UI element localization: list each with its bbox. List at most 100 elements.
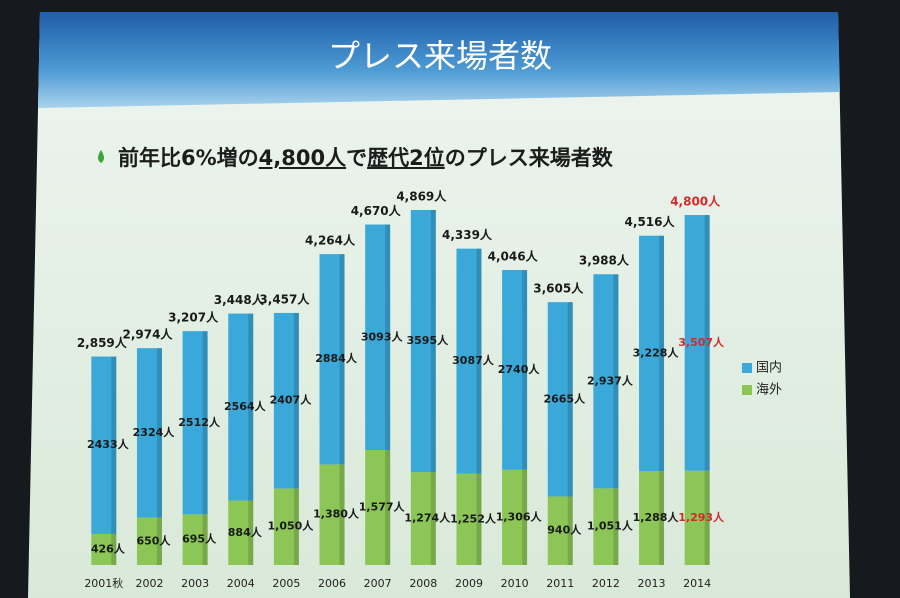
bar-segment bbox=[136, 348, 162, 518]
bar-side bbox=[385, 450, 391, 565]
bar-side bbox=[202, 514, 208, 565]
bar-side bbox=[704, 215, 710, 471]
x-tick-label: 2010 bbox=[501, 577, 529, 590]
bar-segment bbox=[593, 274, 619, 489]
bar-segment bbox=[319, 464, 345, 565]
bar-segment bbox=[502, 469, 528, 565]
bar-side bbox=[339, 254, 345, 465]
bar-segment bbox=[365, 224, 391, 451]
bar-side bbox=[659, 235, 665, 472]
bar-side bbox=[430, 472, 436, 565]
headline: 前年比6%増の4,800人で歴代2位のプレス来場者数 bbox=[118, 142, 613, 172]
total-label: 3,207人 bbox=[168, 310, 219, 325]
bar-side bbox=[248, 313, 254, 501]
x-tick-label: 2007 bbox=[364, 577, 392, 590]
value-label: 3,228人 bbox=[633, 345, 680, 359]
bar-segment bbox=[91, 533, 117, 565]
value-label: 2740人 bbox=[498, 362, 541, 376]
bar-segment bbox=[365, 450, 391, 565]
value-label: 695人 bbox=[182, 532, 217, 546]
total-label: 4,339人 bbox=[442, 227, 493, 242]
title-band bbox=[38, 12, 840, 108]
bar-segment bbox=[91, 356, 117, 534]
bar-side bbox=[339, 464, 345, 565]
value-label: 2,937人 bbox=[587, 373, 634, 387]
bar-side bbox=[704, 470, 710, 565]
value-label: 2324人 bbox=[133, 425, 176, 439]
value-label: 2512人 bbox=[178, 415, 221, 429]
value-label: 2564人 bbox=[224, 399, 267, 413]
bar-side bbox=[111, 533, 117, 565]
x-tick-label: 2012 bbox=[592, 577, 620, 590]
value-label: 426人 bbox=[91, 541, 126, 555]
bar-side bbox=[156, 348, 162, 518]
bar-segment bbox=[410, 210, 436, 473]
value-label: 940人 bbox=[547, 523, 582, 537]
bar-side bbox=[522, 270, 528, 470]
bar-side bbox=[476, 473, 482, 565]
bar-side bbox=[430, 210, 436, 473]
value-label: 2884人 bbox=[315, 351, 358, 365]
bar-segment bbox=[182, 514, 208, 565]
value-label: 1,288人 bbox=[633, 510, 680, 524]
bar-segment bbox=[593, 488, 619, 565]
headline-part: 前年比6%増の bbox=[118, 146, 259, 170]
bar-segment bbox=[410, 472, 436, 565]
total-label: 4,670人 bbox=[351, 203, 402, 218]
bar-side bbox=[385, 224, 391, 451]
bar-segment bbox=[502, 270, 528, 470]
value-label: 1,306人 bbox=[496, 509, 543, 523]
bar-side bbox=[111, 356, 117, 534]
value-label: 2407人 bbox=[270, 393, 313, 407]
bar-segment bbox=[684, 215, 710, 471]
x-tick-label: 2013 bbox=[638, 577, 666, 590]
bar-side bbox=[613, 274, 619, 489]
x-tick-label: 2014 bbox=[683, 577, 711, 590]
value-label: 3093人 bbox=[361, 329, 404, 343]
total-label: 3,605人 bbox=[533, 281, 584, 296]
value-label: 1,274人 bbox=[404, 511, 451, 525]
bar-side bbox=[293, 488, 299, 565]
value-label: 2433人 bbox=[87, 437, 130, 451]
legend-label: 国内 bbox=[756, 360, 782, 376]
headline-part: 4,800人 bbox=[258, 146, 347, 170]
x-tick-label: 2005 bbox=[272, 577, 300, 590]
total-label: 3,988人 bbox=[579, 253, 630, 268]
bar-side bbox=[613, 488, 619, 565]
value-label: 1,380人 bbox=[313, 507, 360, 521]
value-label: 1,252人 bbox=[450, 511, 497, 525]
bar-segment bbox=[228, 500, 254, 565]
total-label: 4,264人 bbox=[305, 233, 356, 248]
bar-segment bbox=[639, 471, 665, 565]
total-label: 4,046人 bbox=[488, 249, 539, 264]
bar-segment bbox=[136, 517, 162, 565]
headline-part: のプレス来場者数 bbox=[444, 146, 613, 170]
value-label: 3595人 bbox=[407, 333, 450, 347]
x-tick-label: 2002 bbox=[135, 577, 163, 590]
bar-segment bbox=[228, 313, 254, 501]
legend-swatch bbox=[742, 385, 752, 395]
total-label: 4,869人 bbox=[396, 189, 447, 204]
value-label: 1,577人 bbox=[359, 500, 406, 514]
bar-segment bbox=[684, 470, 710, 565]
bar-segment bbox=[456, 473, 482, 565]
x-tick-label: 2003 bbox=[181, 577, 209, 590]
value-label: 3087人 bbox=[452, 353, 495, 367]
bar-segment bbox=[319, 254, 345, 465]
bar-side bbox=[659, 471, 665, 565]
bar-segment bbox=[273, 488, 299, 565]
bar-segment bbox=[182, 331, 208, 515]
bar-side bbox=[202, 331, 208, 515]
value-label: 3,507人 bbox=[678, 335, 725, 349]
bar-segment bbox=[456, 248, 482, 474]
bar-segment bbox=[547, 496, 573, 565]
headline-part: で bbox=[346, 146, 368, 170]
x-tick-label: 2009 bbox=[455, 577, 483, 590]
legend-label: 海外 bbox=[756, 383, 782, 398]
value-label: 1,050人 bbox=[267, 519, 314, 533]
value-label: 650人 bbox=[136, 533, 171, 547]
bar-side bbox=[567, 496, 573, 565]
bar-segment bbox=[639, 235, 665, 472]
